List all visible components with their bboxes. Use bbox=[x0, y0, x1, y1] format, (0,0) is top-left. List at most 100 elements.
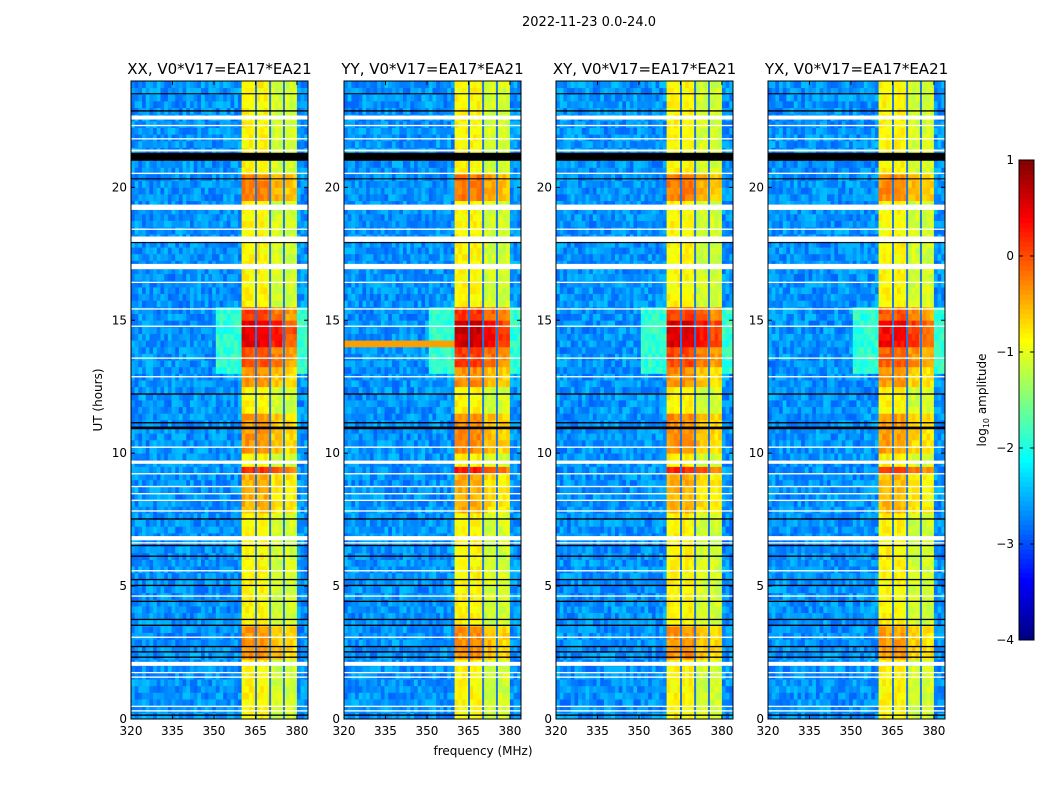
heatmap-cell bbox=[234, 380, 238, 387]
heatmap-cell bbox=[301, 227, 305, 234]
heatmap-cell bbox=[260, 300, 264, 307]
heatmap-cell bbox=[201, 546, 205, 553]
heatmap-cell bbox=[216, 360, 220, 367]
heatmap-cell bbox=[212, 526, 216, 533]
heatmap-cell bbox=[201, 526, 205, 533]
heatmap-cell bbox=[223, 546, 227, 553]
heatmap-cell bbox=[138, 520, 142, 527]
heatmap-cell bbox=[149, 287, 153, 294]
y-tick-label: 0 bbox=[119, 712, 127, 726]
heatmap-cell bbox=[197, 560, 201, 567]
heatmap-cell bbox=[183, 633, 187, 640]
heatmap-cell bbox=[242, 274, 246, 281]
heatmap-cell bbox=[138, 679, 142, 686]
heatmap-cell bbox=[227, 586, 231, 593]
heatmap-cell bbox=[297, 280, 301, 287]
heatmap-cell bbox=[197, 433, 201, 440]
heatmap-cell bbox=[142, 639, 146, 646]
heatmap-cell bbox=[242, 486, 246, 493]
heatmap-cell bbox=[157, 314, 161, 321]
heatmap-cell bbox=[131, 187, 135, 194]
heatmap-cell bbox=[135, 566, 139, 573]
heatmap-cell bbox=[219, 81, 223, 88]
heatmap-cell bbox=[245, 340, 249, 347]
heatmap-cell bbox=[301, 134, 305, 141]
heatmap-cell bbox=[179, 506, 183, 513]
heatmap-cell bbox=[231, 633, 235, 640]
heatmap-cell bbox=[249, 407, 253, 414]
heatmap-cell bbox=[197, 353, 201, 360]
heatmap-cell bbox=[197, 653, 201, 660]
heatmap-cell bbox=[183, 686, 187, 693]
heatmap-cell bbox=[290, 599, 294, 606]
heatmap-cell bbox=[275, 679, 279, 686]
heatmap-cell bbox=[264, 712, 268, 719]
heatmap-cell bbox=[227, 566, 231, 573]
heatmap-cell bbox=[238, 134, 242, 141]
heatmap-cell bbox=[264, 181, 268, 188]
heatmap-cell bbox=[245, 307, 249, 314]
heatmap-cell bbox=[183, 666, 187, 673]
heatmap-cell bbox=[275, 227, 279, 234]
heatmap-cell bbox=[172, 174, 176, 181]
heatmap-cell bbox=[157, 692, 161, 699]
heatmap-cell bbox=[297, 560, 301, 567]
heatmap-cell bbox=[160, 327, 164, 334]
heatmap-cell bbox=[234, 400, 238, 407]
heatmap-cell bbox=[135, 613, 139, 620]
heatmap-cell bbox=[212, 433, 216, 440]
heatmap-cell bbox=[183, 247, 187, 254]
heatmap-cell bbox=[219, 367, 223, 374]
heatmap-cell bbox=[183, 407, 187, 414]
heatmap-cell bbox=[227, 400, 231, 407]
heatmap-cell bbox=[245, 560, 249, 567]
heatmap-cell bbox=[286, 440, 290, 447]
heatmap-cell bbox=[160, 712, 164, 719]
heatmap-cell bbox=[146, 380, 150, 387]
heatmap-cell bbox=[179, 367, 183, 374]
heatmap-cell bbox=[275, 692, 279, 699]
heatmap-cell bbox=[172, 101, 176, 108]
heatmap-cell bbox=[197, 413, 201, 420]
heatmap-cell bbox=[488, 712, 492, 719]
heatmap-cell bbox=[194, 566, 198, 573]
heatmap-cell bbox=[219, 101, 223, 108]
heatmap-cell bbox=[194, 134, 198, 141]
heatmap-cell bbox=[264, 679, 268, 686]
heatmap-cell bbox=[175, 560, 179, 567]
heatmap-cell bbox=[138, 639, 142, 646]
heatmap-cell bbox=[197, 274, 201, 281]
heatmap-cell bbox=[264, 699, 268, 706]
heatmap-cell bbox=[234, 613, 238, 620]
heatmap-cell bbox=[278, 141, 282, 148]
heatmap-cell bbox=[142, 420, 146, 427]
heatmap-cell bbox=[190, 599, 194, 606]
heatmap-cell bbox=[175, 214, 179, 221]
heatmap-cell bbox=[293, 334, 297, 341]
heatmap-cell bbox=[275, 560, 279, 567]
heatmap-cell bbox=[286, 400, 290, 407]
heatmap-cell bbox=[278, 699, 282, 706]
heatmap-cell bbox=[238, 440, 242, 447]
heatmap-cell bbox=[264, 187, 268, 194]
heatmap-cell bbox=[245, 81, 249, 88]
heatmap-cell bbox=[190, 287, 194, 294]
heatmap-cell bbox=[205, 699, 209, 706]
heatmap-cell bbox=[227, 666, 231, 673]
heatmap-cell bbox=[410, 699, 414, 706]
heatmap-cell bbox=[242, 174, 246, 181]
heatmap-cell bbox=[135, 94, 139, 101]
heatmap-cell bbox=[135, 340, 139, 347]
heatmap-cell bbox=[355, 686, 359, 693]
heatmap-cell bbox=[260, 367, 264, 374]
heatmap-cell bbox=[160, 287, 164, 294]
heatmap-cell bbox=[219, 347, 223, 354]
heatmap-cell bbox=[293, 699, 297, 706]
heatmap-cell bbox=[157, 81, 161, 88]
heatmap-cell bbox=[160, 506, 164, 513]
heatmap-cell bbox=[146, 686, 150, 693]
heatmap-cell bbox=[190, 367, 194, 374]
heatmap-cell bbox=[223, 672, 227, 679]
heatmap-cell bbox=[219, 712, 223, 719]
heatmap-cell bbox=[264, 101, 268, 108]
